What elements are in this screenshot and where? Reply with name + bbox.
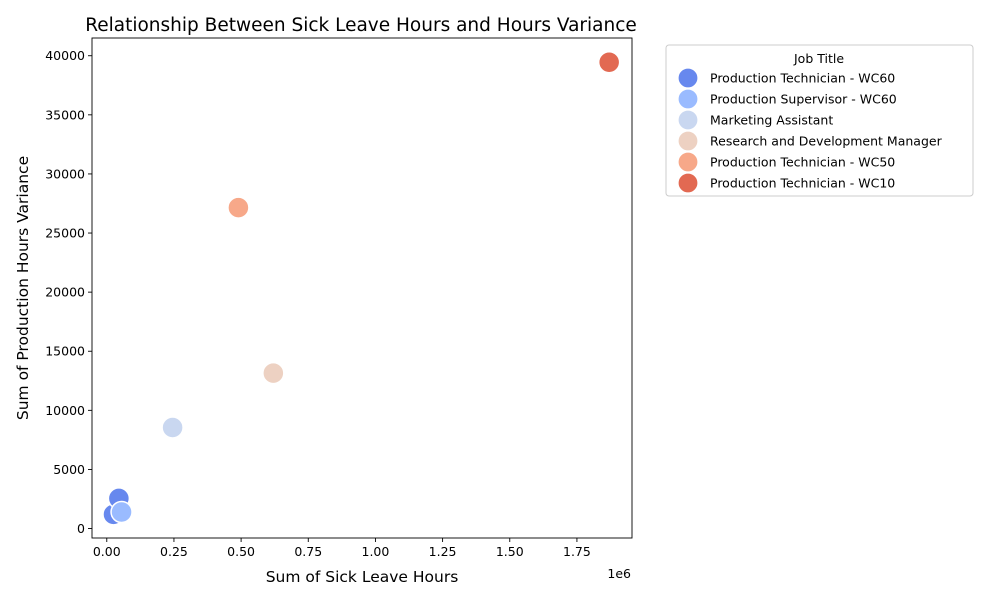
chart-title: Relationship Between Sick Leave Hours an… bbox=[85, 15, 637, 36]
x-tick-label: 1.50 bbox=[496, 544, 524, 559]
legend-label: Production Technician - WC50 bbox=[710, 155, 895, 170]
x-tick-label: 0.25 bbox=[160, 544, 188, 559]
y-tick-label: 15000 bbox=[45, 344, 85, 359]
x-tick-label: 0.50 bbox=[227, 544, 255, 559]
legend-marker bbox=[677, 109, 699, 131]
legend-frame bbox=[665, 44, 974, 197]
y-tick-label: 0 bbox=[77, 521, 85, 536]
data-point bbox=[227, 196, 250, 219]
y-tick-label: 35000 bbox=[45, 107, 85, 122]
y-tick-label: 5000 bbox=[53, 462, 85, 477]
legend-items: Production Technician - WC60 Production S… bbox=[677, 67, 943, 194]
legend-label: Production Technician - WC10 bbox=[710, 176, 895, 191]
data-point bbox=[262, 361, 285, 385]
data-point bbox=[161, 416, 184, 439]
y-tick-label: 20000 bbox=[45, 285, 85, 300]
legend-title: Job Title bbox=[793, 51, 844, 66]
x-axis-offset-label: 1e6 bbox=[607, 566, 631, 581]
data-point bbox=[597, 50, 621, 74]
x-tick-label: 1.25 bbox=[429, 544, 457, 559]
x-tick-label: 0.75 bbox=[294, 544, 322, 559]
legend-marker bbox=[677, 67, 699, 89]
x-axis-ticks: 0.00 0.25 0.50 0.75 1.00 1.25 1.50 1.75 bbox=[93, 538, 591, 559]
legend-label: Marketing Assistant bbox=[710, 113, 833, 128]
plot-points bbox=[102, 50, 621, 526]
x-axis-title: Sum of Sick Leave Hours bbox=[266, 568, 459, 586]
legend-marker bbox=[677, 130, 699, 152]
y-axis-ticks: 0 5000 10000 15000 20000 25000 30000 35000 40000 bbox=[45, 48, 92, 536]
y-tick-label: 10000 bbox=[45, 403, 85, 418]
x-tick-label: 0.00 bbox=[93, 544, 121, 559]
data-point bbox=[110, 500, 133, 524]
x-tick-label: 1.75 bbox=[563, 544, 591, 559]
y-axis-title: Sum of Production Hours Variance bbox=[14, 156, 32, 420]
legend-label: Research and Development Manager bbox=[710, 134, 943, 149]
y-tick-label: 40000 bbox=[45, 48, 85, 63]
legend-marker bbox=[677, 151, 699, 173]
legend-label: Production Technician - WC60 bbox=[710, 71, 895, 86]
y-tick-label: 30000 bbox=[45, 166, 85, 181]
x-tick-label: 1.00 bbox=[362, 544, 390, 559]
legend-marker bbox=[677, 172, 699, 194]
plot-frame bbox=[91, 37, 633, 539]
legend-marker bbox=[677, 88, 699, 110]
y-tick-label: 25000 bbox=[45, 226, 85, 241]
legend-label: Production Supervisor - WC60 bbox=[710, 92, 897, 107]
legend: Job Title Production Technician - WC60Pr… bbox=[665, 44, 974, 197]
